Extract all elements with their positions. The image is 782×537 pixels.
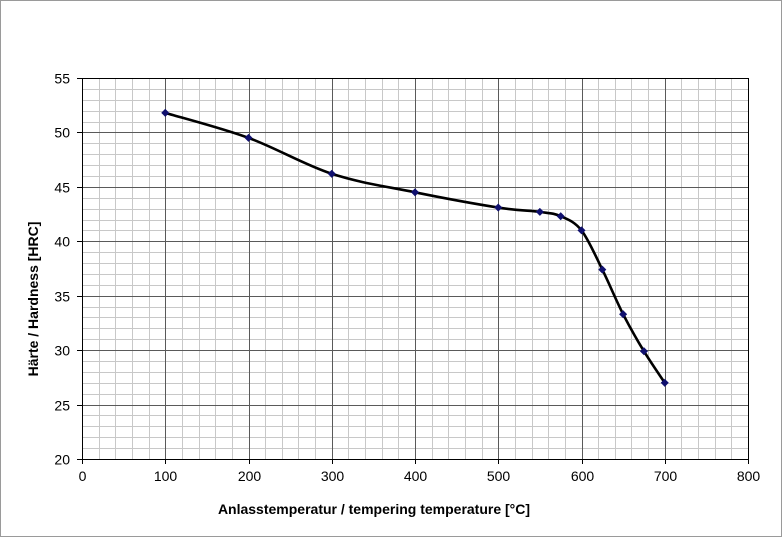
x-axis-ticks: 0 100 200 300 400 500 600 700 800 [79,459,761,484]
data-point [494,203,503,212]
x-tick-label: 800 [737,468,761,484]
x-tick-label: 0 [79,468,87,484]
x-tick-label: 100 [154,468,178,484]
x-tick-label: 700 [654,468,678,484]
series-markers [161,108,669,387]
x-tick-label: 200 [238,468,262,484]
y-tick-label: 25 [54,398,70,414]
y-axis-title: Härte / Hardness [HRC] [25,222,41,377]
data-point [535,207,544,216]
data-point [598,265,607,274]
y-tick-label: 50 [54,125,70,141]
y-axis-ticks: 20 25 30 35 40 45 50 55 [54,71,82,468]
x-tick-label: 600 [571,468,595,484]
x-tick-label: 500 [487,468,511,484]
data-point [161,108,170,117]
y-tick-label: 30 [54,343,70,359]
data-point [660,378,669,387]
x-tick-label: 400 [404,468,428,484]
y-tick-label: 35 [54,289,70,305]
y-tick-label: 55 [54,71,70,87]
data-point [577,226,586,235]
y-tick-label: 40 [54,234,70,250]
data-point [410,188,420,197]
data-point [619,310,628,319]
data-point [639,347,648,356]
y-tick-label: 20 [54,452,70,468]
data-point [327,169,336,178]
data-point [556,212,565,221]
x-axis-title: Anlasstemperatur / tempering temperature… [218,501,530,517]
x-tick-label: 300 [321,468,345,484]
data-point [244,133,253,142]
y-tick-label: 45 [54,180,70,196]
